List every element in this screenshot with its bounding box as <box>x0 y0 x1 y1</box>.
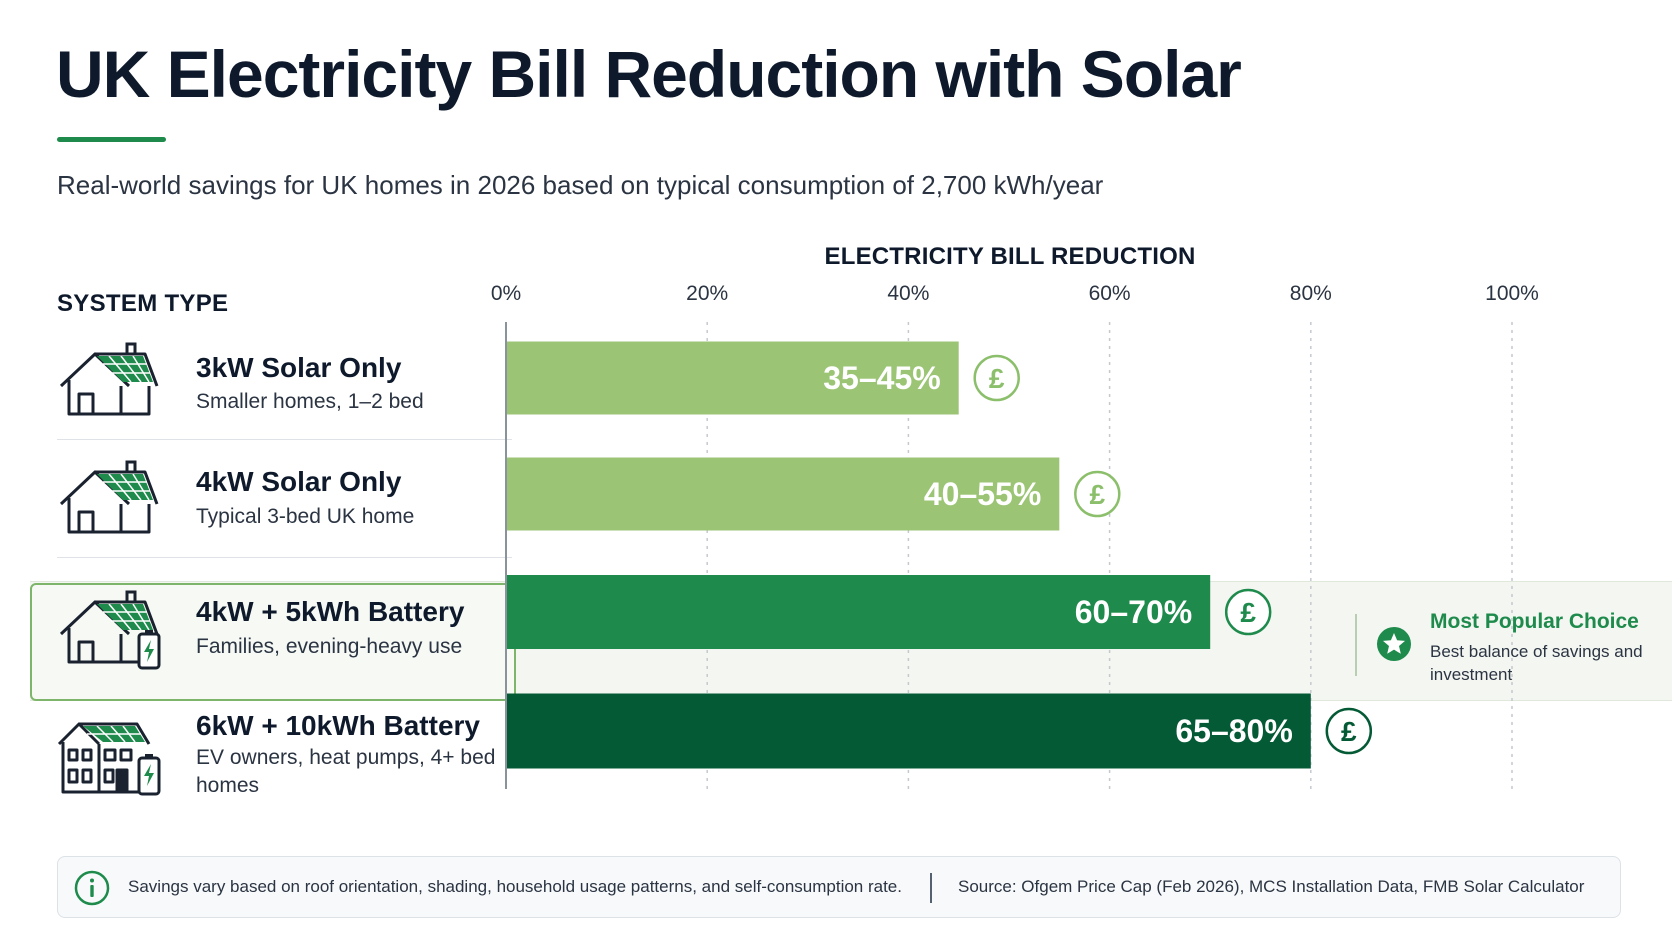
x-tick-label: 100% <box>1485 282 1539 305</box>
page-title: UK Electricity Bill Reduction with Solar <box>56 37 1242 111</box>
row-divider <box>57 557 512 558</box>
x-tick-label: 80% <box>1290 282 1332 305</box>
popular-text: Best balance of savings and investment <box>1430 642 1643 684</box>
bar-4 <box>507 693 1311 769</box>
bar-2 <box>507 457 1060 531</box>
pound-badge-symbol: £ <box>1090 479 1106 510</box>
popular-title: Most Popular Choice <box>1430 610 1639 633</box>
pound-badge-symbol: £ <box>989 363 1005 394</box>
pound-badge-icon <box>1325 707 1373 755</box>
bar-value-label: 40–55% <box>924 476 1041 512</box>
x-tick-label: 20% <box>686 282 728 305</box>
row-description: EV owners, heat pumps, 4+ bed homes <box>196 746 496 797</box>
footer-separator <box>930 873 932 903</box>
row-description: Families, evening-heavy use <box>196 635 463 658</box>
title-underline <box>57 137 166 142</box>
footer-notes: Savings vary based on roof orientation, … <box>57 856 1621 918</box>
chart-axis-title: ELECTRICITY BILL REDUCTION <box>824 243 1196 270</box>
x-tick-label: 40% <box>887 282 929 305</box>
bar-value-label: 65–80% <box>1175 713 1292 749</box>
row-name: 6kW + 10kWh Battery <box>196 710 480 741</box>
row-description: Typical 3-bed UK home <box>196 505 415 528</box>
house-solar-battery-icon <box>59 590 161 670</box>
popular-separator <box>1355 614 1357 676</box>
pound-badge-icon <box>1074 470 1121 518</box>
bar-value-label: 35–45% <box>823 360 940 396</box>
row-name: 4kW + 5kWh Battery <box>196 596 465 627</box>
page-subtitle: Real-world savings for UK homes in 2026 … <box>57 170 1104 200</box>
row-name: 3kW Solar Only <box>196 352 402 383</box>
x-tick-label: 60% <box>1089 282 1131 305</box>
footer-note: Savings vary based on roof orientation, … <box>128 877 902 896</box>
house-solar-icon <box>59 342 159 416</box>
pound-badge-symbol: £ <box>1341 716 1357 747</box>
star-badge-icon <box>1377 627 1411 661</box>
info-icon <box>74 870 110 906</box>
footer-source: Source: Ofgem Price Cap (Feb 2026), MCS … <box>958 877 1585 896</box>
house-solar-icon <box>59 460 159 534</box>
pound-badge-icon <box>973 354 1020 402</box>
system-type-header: SYSTEM TYPE <box>57 290 229 317</box>
row-divider <box>57 439 512 440</box>
x-tick-label: 0% <box>491 282 521 305</box>
row-description: Smaller homes, 1–2 bed <box>196 390 424 413</box>
row-name: 4kW Solar Only <box>196 466 402 497</box>
bar-1 <box>507 341 959 415</box>
large-house-solar-battery-icon <box>57 722 161 796</box>
